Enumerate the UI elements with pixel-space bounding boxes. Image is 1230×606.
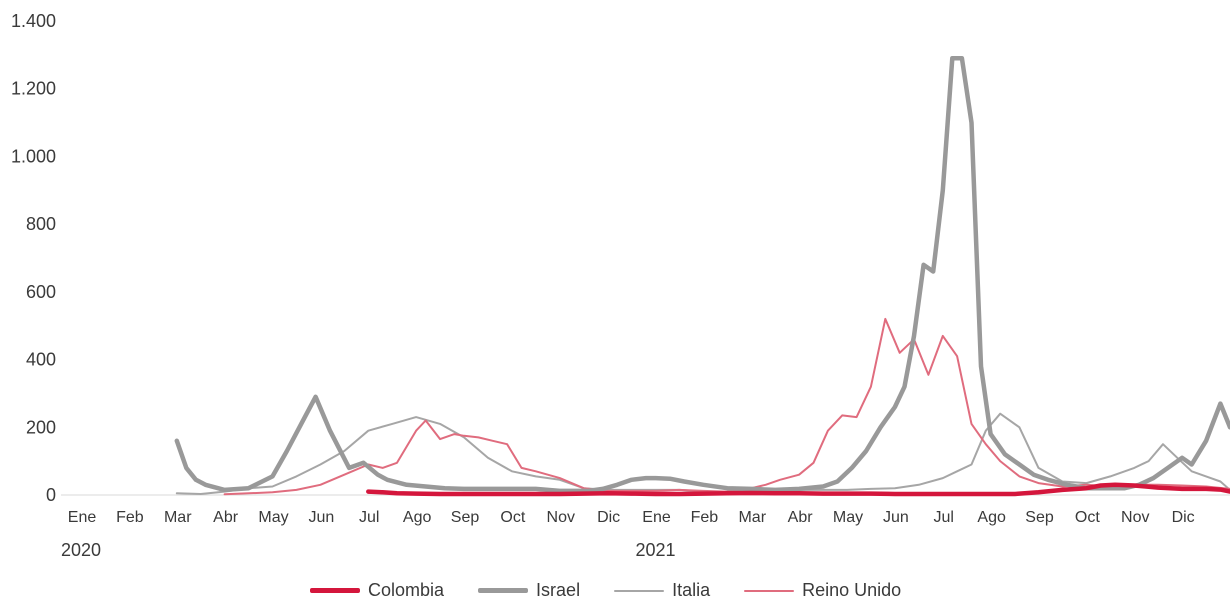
x-tick-label: Oct <box>500 509 525 526</box>
x-tick-label: Mar <box>738 509 766 526</box>
legend-item: Israel <box>478 580 580 601</box>
x-tick-label: Jul <box>359 509 379 526</box>
x-tick-label: Ago <box>977 509 1006 526</box>
x-tick-label: Oct <box>1075 509 1100 526</box>
legend-label: Reino Unido <box>802 580 902 600</box>
x-tick-label: Jul <box>934 509 954 526</box>
x-tick-label: May <box>258 509 288 526</box>
series-lines <box>174 55 1230 497</box>
x-tick-label: Mar <box>164 509 192 526</box>
legend-label: Colombia <box>368 580 445 600</box>
y-tick-label: 200 <box>26 417 56 437</box>
legend-item: Italia <box>614 580 710 601</box>
legend-swatch <box>310 588 360 593</box>
y-tick-label: 1.200 <box>11 79 56 99</box>
y-axis-ticks: 0 200 400 600 800 1.000 1.200 1.400 <box>11 11 56 505</box>
x-tick-label: Jun <box>883 509 909 526</box>
x-tick-label: Dic <box>597 509 620 526</box>
series-line-israel <box>174 55 1230 494</box>
x-tick-label: Ene <box>68 509 97 526</box>
year-labels: 2020 2021 <box>61 540 676 560</box>
year-label: 2020 <box>61 540 101 560</box>
y-tick-label: 0 <box>46 485 56 505</box>
x-tick-label: Sep <box>451 509 480 526</box>
line-chart: 0 200 400 600 800 1.000 1.200 1.400 Ene Feb Mar Ab… <box>11 11 1230 560</box>
legend-label: Israel <box>536 580 581 600</box>
y-tick-label: 1.000 <box>11 146 56 166</box>
legend-items: Colombia Israel Italia Reino Unido <box>310 580 935 601</box>
x-tick-label: Nov <box>1121 509 1149 526</box>
x-tick-label: May <box>833 509 863 526</box>
x-tick-label: Nov <box>547 509 575 526</box>
legend-swatch <box>744 589 795 592</box>
x-tick-label: Feb <box>691 509 719 526</box>
y-tick-label: 800 <box>26 214 56 234</box>
x-tick-label: Dic <box>1172 509 1195 526</box>
x-tick-label: Sep <box>1025 509 1054 526</box>
x-tick-label: Abr <box>213 509 239 526</box>
year-label: 2021 <box>636 540 676 560</box>
series-line-reino-unido <box>223 317 1230 496</box>
legend-swatch <box>614 589 665 592</box>
x-tick-label: Feb <box>116 509 144 526</box>
x-tick-label: Ago <box>403 509 432 526</box>
legend-swatch <box>478 588 529 593</box>
y-tick-label: 1.400 <box>11 11 56 31</box>
legend-item: Colombia <box>310 580 444 601</box>
legend-item: Reino Unido <box>744 580 901 601</box>
y-tick-label: 600 <box>26 282 56 302</box>
series-line-italia <box>175 412 1230 495</box>
x-tick-label: Abr <box>788 509 814 526</box>
x-tick-label: Ene <box>642 509 671 526</box>
legend: Colombia Israel Italia Reino Unido <box>0 580 1230 606</box>
x-axis-ticks: Ene Feb Mar Abr May Jun Jul Ago Sep Oct Nov Dic Ene F… <box>68 509 1195 526</box>
y-tick-label: 400 <box>26 350 56 370</box>
x-tick-label: Jun <box>308 509 334 526</box>
legend-label: Italia <box>672 580 711 600</box>
series-line-colombia <box>366 482 1230 497</box>
